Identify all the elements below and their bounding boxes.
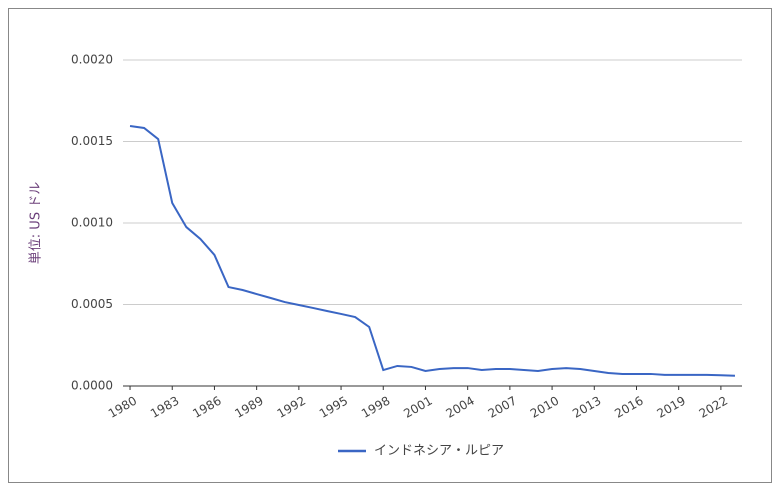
y-tick-label: 0.0010 [71, 216, 113, 230]
y-tick-label: 0.0000 [71, 379, 113, 393]
y-tick-label: 0.0020 [71, 53, 113, 67]
chart-frame [8, 8, 772, 483]
y-axis-label: 単位: US ドル [28, 182, 44, 264]
legend-label: インドネシア・ルピア [374, 444, 504, 459]
series-line [129, 125, 736, 377]
y-tick-label: 0.0015 [71, 134, 113, 148]
y-tick-label: 0.0005 [71, 297, 113, 311]
